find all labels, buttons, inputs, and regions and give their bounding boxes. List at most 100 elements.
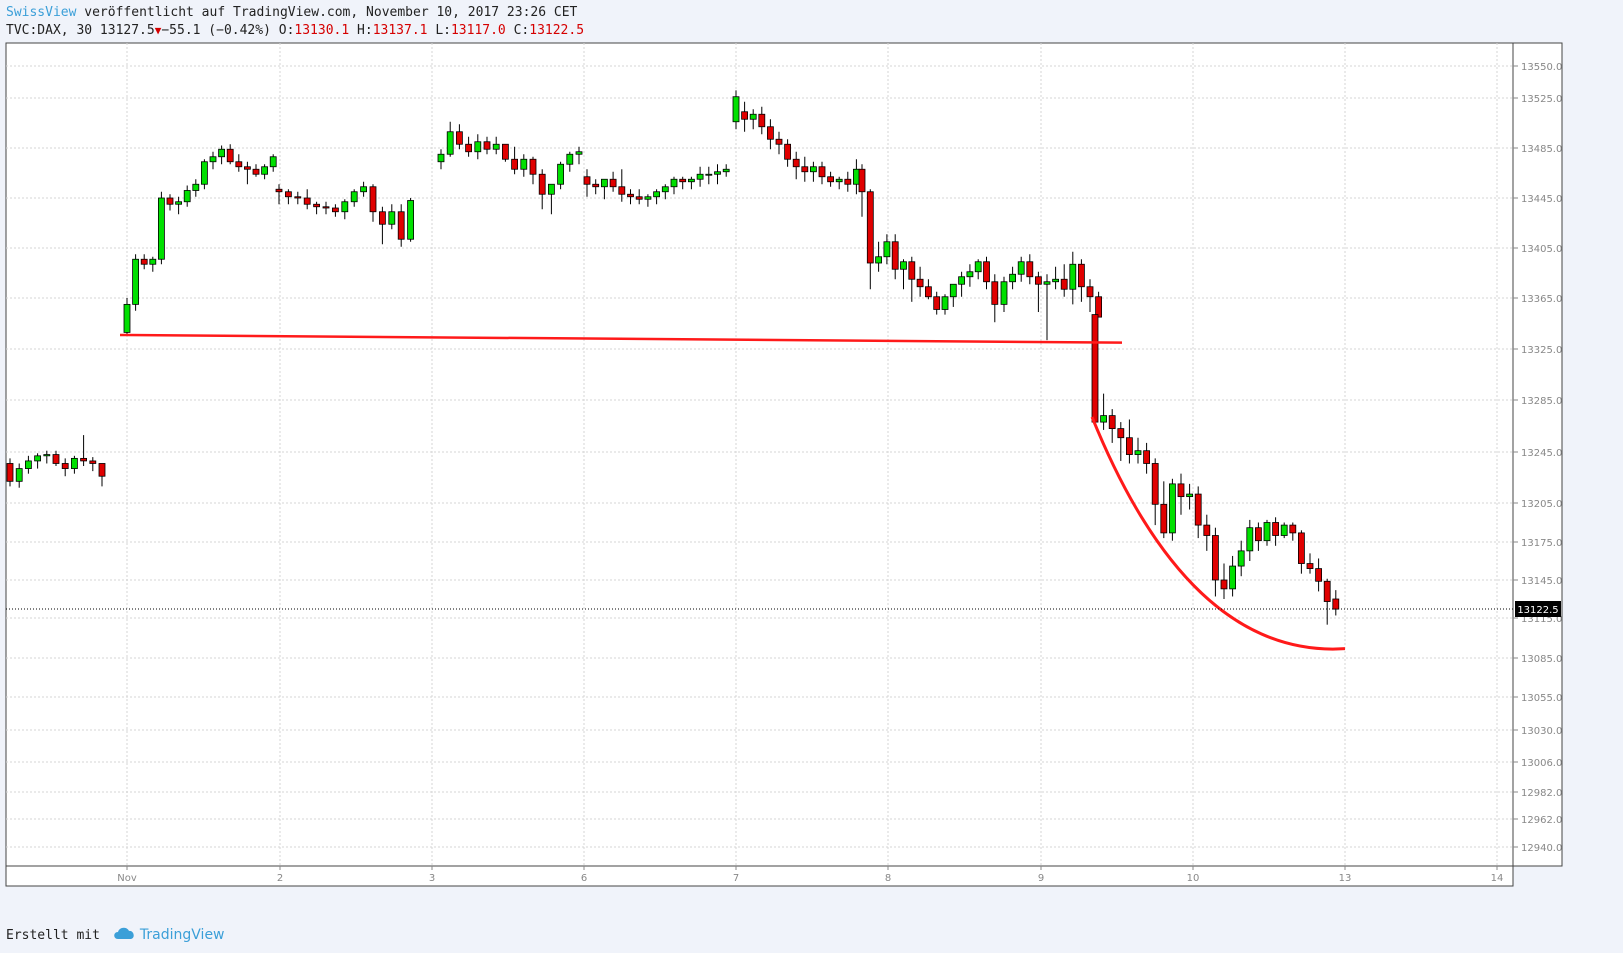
open-value: 13130.1 [294, 23, 350, 38]
candle-up [492, 143, 500, 150]
down-arrow-icon: ▼ [154, 24, 162, 37]
candle-down [1177, 483, 1185, 498]
candle-up [958, 276, 965, 285]
time-tick-label: 14 [1491, 873, 1504, 884]
candle-down [1108, 415, 1116, 430]
candle-down [303, 197, 311, 205]
ohlc-line: TVC:DAX, 30 13127.5▼−55.1 (−0.42%) O:131… [6, 22, 584, 40]
candle-up [24, 460, 32, 469]
close-value: 13122.5 [529, 23, 585, 38]
candle-down [991, 281, 999, 305]
candle-up [341, 201, 349, 213]
candle-up [157, 197, 165, 260]
candle-down [1298, 532, 1305, 564]
candle-up [1000, 281, 1008, 305]
candle-up [883, 241, 891, 258]
candle-down [529, 158, 537, 175]
candle-up [261, 166, 269, 175]
candle-up [1263, 522, 1271, 542]
open-label: O: [278, 23, 295, 38]
candle-down [1212, 535, 1219, 581]
candle-up [1134, 450, 1142, 455]
candle-up [661, 186, 669, 193]
candle-down [844, 178, 852, 185]
candle-up [1169, 483, 1176, 534]
price-tick-label: 13145.0 [1521, 576, 1562, 587]
time-tick-label: 7 [733, 873, 739, 884]
time-tick-label: 9 [1038, 873, 1044, 884]
candle-down [483, 141, 491, 150]
candle-up [132, 258, 140, 305]
candle-down [1160, 503, 1168, 534]
candle-up [1186, 493, 1193, 498]
candle-down [455, 131, 463, 145]
time-axis [5, 865, 1514, 887]
candle-up [520, 158, 528, 170]
candle-up [1280, 524, 1288, 536]
price-tick-label: 13325.0 [1521, 345, 1562, 356]
candle-down [465, 143, 473, 153]
candle-up [1009, 273, 1016, 283]
candle-up [749, 113, 757, 120]
candle-down [775, 138, 783, 145]
candle-down [1026, 261, 1034, 278]
candle-down [792, 158, 800, 168]
candle-down [61, 463, 69, 469]
low-value: 13117.0 [450, 23, 506, 38]
candle-down [1126, 437, 1133, 455]
current-price-tag [1515, 601, 1561, 617]
candle-up [15, 468, 23, 482]
candle-up [705, 173, 713, 176]
candle-up [974, 261, 982, 273]
candle-down [1086, 286, 1094, 298]
time-tick-label: 8 [885, 873, 891, 884]
price-tick-label: 13285.0 [1521, 396, 1562, 407]
candle-down [983, 261, 990, 283]
candle-down [1035, 276, 1042, 285]
author-link[interactable]: SwissView [6, 5, 77, 20]
candle-down [252, 168, 260, 175]
candle-down [1194, 493, 1202, 526]
candle-down [294, 196, 302, 199]
tradingview-brand-link[interactable]: TradingView [139, 927, 225, 943]
candle-up [696, 173, 704, 180]
candle-down [1220, 579, 1228, 590]
candle-down [89, 460, 97, 464]
candle-down [1095, 296, 1102, 318]
price-tick-label: 13175.0 [1521, 538, 1562, 549]
candle-up [149, 258, 157, 265]
candle-down [784, 143, 791, 160]
published-text: veröffentlicht auf TradingView.com, Nove… [84, 5, 578, 20]
candle-up [1229, 565, 1236, 590]
candle-up [941, 296, 949, 310]
time-tick-label: 10 [1187, 873, 1200, 884]
candle-down [313, 203, 321, 208]
candle-down [378, 211, 386, 225]
price-tick-label: 13115.0 [1521, 614, 1562, 625]
candle-up [949, 283, 957, 298]
candle-down [679, 178, 687, 183]
candle-down [331, 207, 339, 213]
candle-down [538, 173, 546, 195]
candle-up [34, 455, 41, 462]
candle-up [71, 457, 78, 469]
candle-down [908, 261, 916, 280]
candle-down [1117, 428, 1125, 439]
candle-up [1246, 527, 1254, 552]
plot-area [5, 42, 1514, 867]
candle-up [810, 166, 817, 173]
candle-down [1255, 527, 1262, 542]
candle-down [397, 211, 405, 240]
candle-down [1315, 568, 1322, 582]
candle-down [618, 186, 626, 195]
candle-up [557, 163, 564, 185]
candle-up [900, 261, 907, 270]
price-axis [1512, 42, 1563, 867]
candle-down [858, 168, 866, 193]
candle-down [767, 126, 774, 140]
candle-down [501, 143, 509, 160]
price-tick-label: 13006.0 [1521, 758, 1562, 769]
candle-down [635, 196, 643, 200]
candle-up [670, 178, 678, 188]
